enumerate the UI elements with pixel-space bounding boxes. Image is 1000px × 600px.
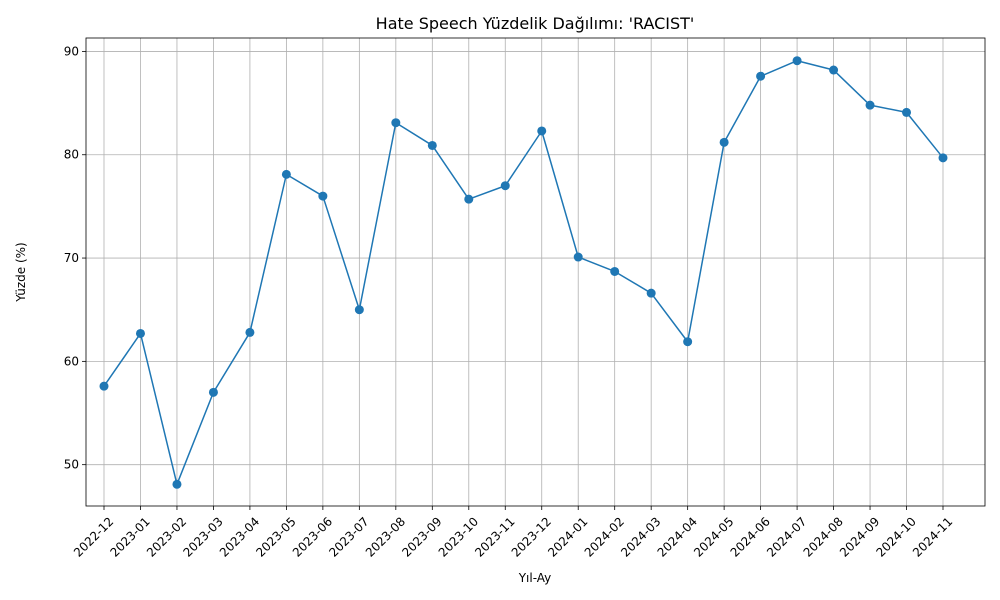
data-point	[281, 169, 291, 179]
data-point	[756, 71, 766, 81]
data-point	[99, 381, 109, 391]
data-point	[318, 191, 328, 201]
data-point	[537, 126, 547, 136]
y-tick-label: 80	[64, 148, 79, 162]
data-point	[464, 194, 474, 204]
y-tick-label: 70	[64, 251, 79, 265]
y-axis-label: Yüzde (%)	[14, 242, 28, 302]
data-point	[938, 153, 948, 163]
data-point	[427, 140, 437, 150]
x-axis-label: Yıl-Ay	[518, 571, 552, 585]
data-point	[573, 252, 583, 262]
y-tick-label: 60	[64, 354, 79, 368]
data-point	[500, 181, 510, 191]
plot-frame	[85, 37, 986, 507]
data-point	[646, 288, 656, 298]
series-line	[103, 59, 944, 486]
grid	[86, 38, 985, 506]
chart-title: Hate Speech Yüzdelik Dağılımı: 'RACIST'	[376, 14, 695, 33]
data-point	[391, 118, 401, 128]
data-point	[683, 337, 693, 347]
data-point	[610, 266, 620, 276]
data-point	[135, 328, 145, 338]
y-tick-label: 50	[64, 458, 79, 472]
y-axis-ticks: 50 60 70 80 90	[64, 44, 86, 472]
data-point	[902, 107, 912, 117]
y-tick-label: 90	[64, 44, 79, 58]
data-point	[245, 327, 255, 337]
data-point	[172, 479, 182, 489]
data-point	[829, 65, 839, 75]
data-point	[354, 305, 364, 315]
data-point	[865, 100, 875, 110]
data-point	[792, 56, 802, 66]
data-point	[208, 387, 218, 397]
data-point	[719, 137, 729, 147]
series	[99, 56, 948, 489]
